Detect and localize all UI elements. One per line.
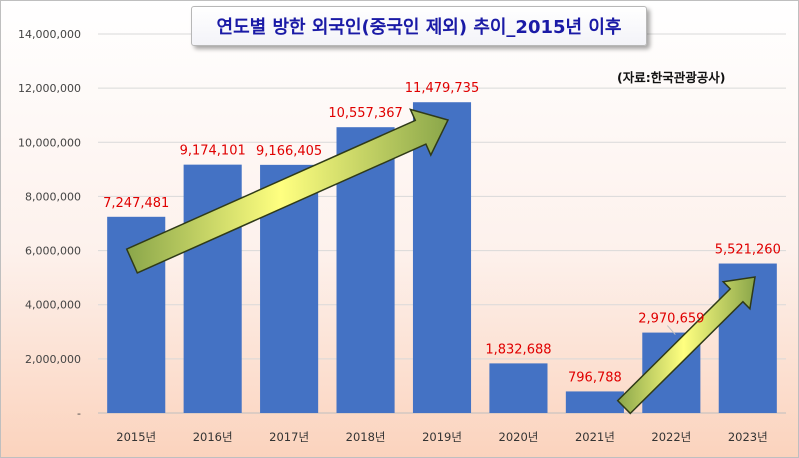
data-label: 5,521,260: [715, 243, 781, 258]
x-tick-label: 2017년: [269, 430, 309, 444]
data-label: 9,166,405: [256, 144, 322, 159]
x-tick-label: 2022년: [651, 430, 691, 444]
y-tick-label: 14,000,000: [18, 28, 81, 41]
chart-title: 연도별 방한 외국인(중국인 제외) 추이_2015년 이후: [216, 17, 622, 38]
y-tick-label: 6,000,000: [25, 245, 81, 258]
bars: [107, 102, 777, 413]
data-label: 10,557,367: [328, 106, 402, 121]
data-label-leader: [666, 325, 676, 335]
x-tick-label: 2015년: [116, 430, 156, 444]
x-tick-label: 2018년: [346, 430, 386, 444]
data-label: 1,832,688: [485, 342, 551, 357]
bar: [489, 363, 548, 413]
trend-arrows: [125, 108, 756, 415]
trend-arrow-2015-2019: [125, 108, 450, 274]
data-label: 11,479,735: [405, 81, 479, 96]
x-tick-label: 2016년: [193, 430, 233, 444]
y-axis-ticks: - 2,000,000 4,000,000 6,000,000 8,000,000 10,…: [18, 28, 81, 420]
data-label: 2,970,659: [638, 312, 704, 327]
trend-arrow-2021-2023: [616, 276, 756, 415]
y-tick-label: 4,000,000: [25, 299, 81, 312]
chart-title-box: 연도별 방한 외국인(중국인 제외) 추이_2015년 이후: [191, 6, 647, 46]
x-tick-label: 2021년: [575, 430, 615, 444]
data-labels: 7,247,481 9,174,101 9,166,405 10,557,36711,…: [103, 81, 781, 385]
data-label: 9,174,101: [180, 144, 246, 159]
y-tick-label: 8,000,000: [25, 190, 81, 203]
bar: [565, 391, 624, 413]
x-tick-label: 2019년: [422, 430, 462, 444]
x-axis-ticks: 2015년 2016년 2017년 2018년 2019년 2020년 2021년 2022년…: [116, 430, 767, 444]
y-tick-label: 12,000,000: [18, 82, 81, 95]
y-tick-label: 2,000,000: [25, 353, 81, 366]
y-tick-label: -: [77, 407, 81, 420]
data-label: 7,247,481: [103, 196, 169, 211]
x-tick-label: 2020년: [499, 430, 539, 444]
source-note: (자료:한국관광공사): [617, 70, 726, 85]
x-tick-label: 2023년: [728, 430, 768, 444]
data-label: 796,788: [568, 370, 622, 385]
bar: [412, 102, 472, 413]
y-tick-label: 10,000,000: [18, 136, 81, 149]
